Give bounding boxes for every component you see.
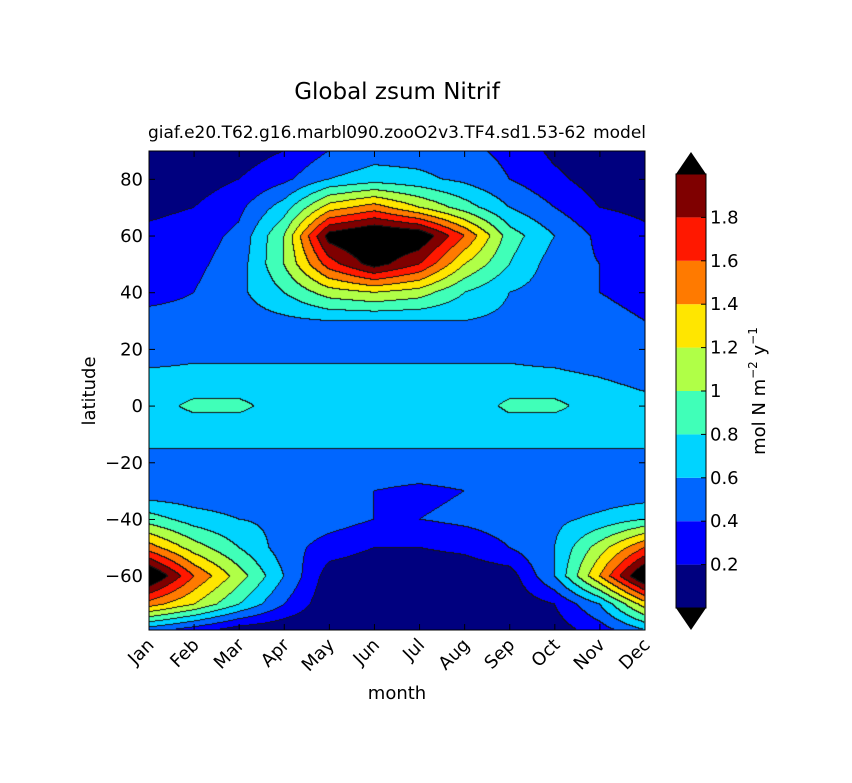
colorbar: 0.2 0.4 0.6 0.8 1 1.2 1.4 1.6 1.8 (675, 152, 739, 630)
colorbar-band (676, 174, 706, 218)
colorbar-band (676, 477, 706, 522)
colorbar-under-extension (676, 608, 706, 630)
colorbar-tick-label: 0.2 (710, 555, 739, 576)
chart-title: Global zsum Nitrif (294, 79, 500, 105)
x-tick-label: Apr (257, 634, 294, 671)
x-tick-label: Jun (349, 635, 384, 670)
x-tick-label: Jan (123, 635, 158, 670)
colorbar-tick-label: 1.8 (710, 207, 739, 228)
plot-frame (148, 150, 646, 631)
x-tick-label: Oct (527, 635, 564, 672)
colorbar-band (676, 260, 706, 305)
colorbar-tick-label: 0.8 (710, 424, 739, 445)
colorbar-band (676, 564, 706, 608)
x-tick-label: Dec (615, 635, 654, 674)
colorbar-tick-label: 1.6 (710, 251, 739, 272)
colorbar-band (676, 304, 706, 348)
colorbar-band (676, 521, 706, 565)
colorbar-tick-label: 1.4 (710, 294, 739, 315)
colorbar-band (676, 217, 706, 261)
x-tick-label: Mar (210, 634, 249, 673)
x-tick-label: Sep (480, 635, 519, 674)
x-tick-label: Nov (570, 634, 610, 674)
contour-plot-area (148, 150, 646, 631)
x-tick-label: May (298, 634, 339, 675)
y-tick-label: −60 (105, 566, 143, 587)
y-tick-label: 60 (120, 226, 143, 247)
colorbar-band (676, 434, 706, 478)
y-tick-label: 80 (120, 169, 143, 190)
y-tick-label: 0 (132, 396, 143, 417)
colorbar-tick-label: 1 (710, 381, 721, 402)
colorbar-tick-label: 1.2 (710, 338, 739, 359)
x-tick-label: Aug (434, 635, 474, 675)
y-tick-label: −40 (105, 509, 143, 530)
y-tick-label: 40 (120, 283, 143, 304)
y-tick-label: −20 (105, 453, 143, 474)
colorbar-label: mol N m−2 y−1 (746, 327, 770, 455)
x-tick-label: Jul (398, 635, 429, 666)
x-tick-label: Feb (166, 635, 203, 672)
chart-subtitle: giaf.e20.T62.g16.marbl090.zooO2v3.TF4.sd… (148, 123, 586, 143)
y-tick-label: 20 (120, 339, 143, 360)
x-axis-label: month (368, 683, 426, 704)
chart-subtitle-overlap: model (593, 123, 646, 143)
colorbar-band (676, 347, 706, 391)
colorbar-over-extension (676, 152, 706, 174)
y-axis-label: latitude (79, 356, 100, 425)
colorbar-band (676, 391, 706, 435)
colorbar-tick-label: 0.6 (710, 468, 739, 489)
contour-fill (149, 151, 645, 630)
colorbar-tick-label: 0.4 (710, 511, 739, 532)
y-axis-ticks: 80 60 40 20 0 −20 −40 −60 (105, 169, 645, 587)
